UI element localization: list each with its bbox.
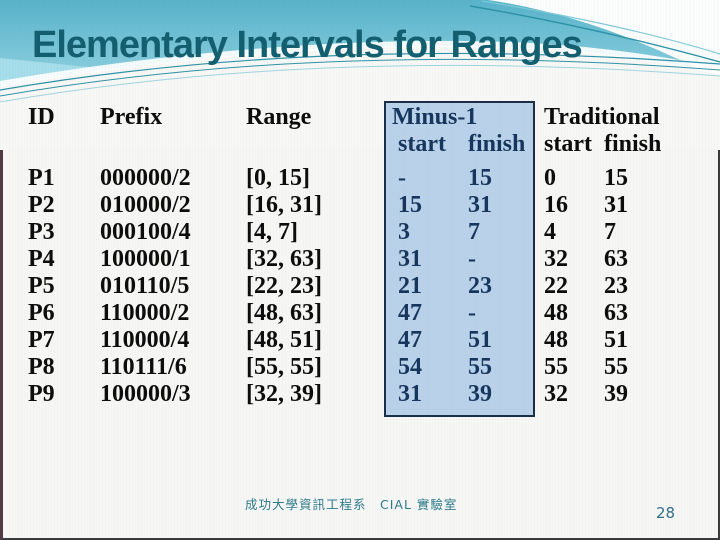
cell-t_start: 32 bbox=[544, 381, 568, 407]
cell-id: P7 bbox=[28, 327, 55, 353]
header-cell: Traditional bbox=[544, 104, 660, 130]
column-id: ID P1 P2 P3 P4 P5 P6 P7 P8 P9 bbox=[28, 104, 55, 408]
column-range: Range [0, 15] [16, 31] [4, 7] [32, 63] [22, 2… bbox=[246, 104, 322, 408]
header-swoosh-decoration bbox=[0, 0, 720, 150]
cell-range: [16, 31] bbox=[246, 192, 322, 218]
column-minus1-finish: finish 15 31 7-23-51 55 39 bbox=[468, 104, 525, 408]
cell-t_start: 4 bbox=[544, 219, 556, 245]
header-cell: ID bbox=[28, 104, 55, 130]
cell-m_start: 31 bbox=[398, 246, 422, 272]
cell-range: [48, 63] bbox=[246, 300, 322, 326]
column-minus1-start: Minus-1 start -15 3 31 21 47 47 54 31 bbox=[392, 104, 477, 408]
cell-m_finish: - bbox=[468, 300, 476, 326]
cell-prefix: 000000/2 bbox=[100, 165, 191, 191]
slide-title: Elementary Intervals for Ranges bbox=[32, 24, 583, 66]
cell-prefix: 110000/2 bbox=[100, 300, 190, 326]
cell-m_finish: 39 bbox=[468, 381, 492, 407]
cell-range: [32, 39] bbox=[246, 381, 322, 407]
cell-m_finish: 15 bbox=[468, 165, 492, 191]
cell-id: P3 bbox=[28, 219, 55, 245]
subheader-cell: start bbox=[398, 131, 446, 157]
cell-t_start: 32 bbox=[544, 246, 568, 272]
cell-id: P9 bbox=[28, 381, 55, 407]
cell-t_finish: 51 bbox=[604, 327, 628, 353]
cell-id: P5 bbox=[28, 273, 55, 299]
cell-m_finish: 55 bbox=[468, 354, 492, 380]
cell-range: [22, 23] bbox=[246, 273, 322, 299]
cell-prefix: 010000/2 bbox=[100, 192, 191, 218]
cell-t_finish: 7 bbox=[604, 219, 616, 245]
cell-t_finish: 39 bbox=[604, 381, 628, 407]
header-cell: Prefix bbox=[100, 104, 163, 130]
cell-t_finish: 63 bbox=[604, 246, 628, 272]
cell-id: P1 bbox=[28, 165, 55, 191]
cell-prefix: 100000/1 bbox=[100, 246, 191, 272]
subheader-cell bbox=[28, 131, 55, 158]
subheader-cell: finish bbox=[468, 131, 526, 157]
cell-range: [55, 55] bbox=[246, 354, 322, 380]
column-traditional-finish: finish 15 31 7 63 23 63 51 55 39 bbox=[604, 104, 661, 408]
cell-t_start: 22 bbox=[544, 273, 568, 299]
cell-m_start: 3 bbox=[398, 219, 410, 245]
cell-m_start: 15 bbox=[398, 192, 422, 218]
cell-id: P2 bbox=[28, 192, 55, 218]
cell-t_start: 55 bbox=[544, 354, 568, 380]
cell-t_finish: 63 bbox=[604, 300, 628, 326]
column-traditional-start: Traditional start 0 16 4 32 22 48 48 55 32 bbox=[544, 104, 660, 408]
cell-m_start: 47 bbox=[398, 327, 422, 353]
cell-t_start: 0 bbox=[544, 165, 556, 191]
cell-m_finish: - bbox=[468, 246, 476, 272]
cell-t_finish: 15 bbox=[604, 165, 628, 191]
cell-m_finish: 7 bbox=[468, 219, 480, 245]
cell-prefix: 000100/4 bbox=[100, 219, 191, 245]
subheader-cell: start bbox=[544, 131, 592, 157]
cell-t_finish: 55 bbox=[604, 354, 628, 380]
cell-id: P6 bbox=[28, 300, 55, 326]
header-cell bbox=[604, 104, 661, 131]
subheader-cell bbox=[100, 131, 191, 158]
cell-m_finish: 23 bbox=[468, 273, 492, 299]
page-number: 28 bbox=[656, 504, 676, 522]
cell-m_finish: 31 bbox=[468, 192, 492, 218]
cell-range: [4, 7] bbox=[246, 219, 298, 245]
header-cell: Range bbox=[246, 104, 312, 130]
cell-prefix: 110111/6 bbox=[100, 354, 187, 380]
subheader-cell bbox=[246, 131, 322, 158]
cell-t_finish: 23 bbox=[604, 273, 628, 299]
cell-t_start: 48 bbox=[544, 327, 568, 353]
cell-id: P4 bbox=[28, 246, 55, 272]
footer-lab-name: 成功大學資訊工程系 CIAL 實驗室 bbox=[245, 497, 458, 512]
cell-m_start: 31 bbox=[398, 381, 422, 407]
cell-id: P8 bbox=[28, 354, 55, 380]
cell-t_start: 16 bbox=[544, 192, 568, 218]
subheader-cell: finish bbox=[604, 131, 662, 157]
cell-m_start: 54 bbox=[398, 354, 422, 380]
cell-range: [32, 63] bbox=[246, 246, 322, 272]
header-cell bbox=[468, 104, 525, 131]
cell-range: [48, 51] bbox=[246, 327, 322, 353]
minus1-highlight-box bbox=[384, 101, 535, 417]
cell-t_start: 48 bbox=[544, 300, 568, 326]
cell-t_finish: 31 bbox=[604, 192, 628, 218]
column-prefix: Prefix 000000/2 010000/2 000100/4 100000/1 01… bbox=[100, 104, 191, 408]
cell-prefix: 100000/3 bbox=[100, 381, 191, 407]
cell-prefix: 110000/4 bbox=[100, 327, 190, 353]
cell-m_start: 21 bbox=[398, 273, 422, 299]
cell-prefix: 010110/5 bbox=[100, 273, 190, 299]
header-cell: Minus-1 bbox=[392, 104, 478, 130]
cell-m_finish: 51 bbox=[468, 327, 492, 353]
cell-m_start: - bbox=[398, 165, 406, 191]
cell-range: [0, 15] bbox=[246, 165, 310, 191]
cell-m_start: 47 bbox=[398, 300, 422, 326]
